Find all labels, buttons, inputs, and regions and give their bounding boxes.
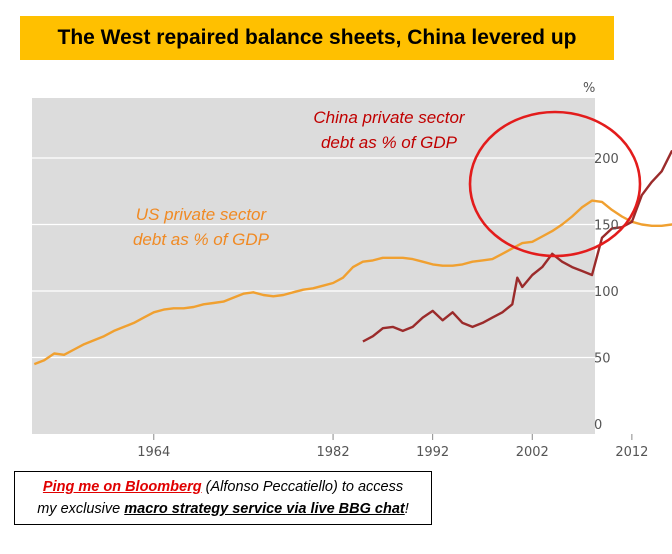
x-tick-label: 1982 xyxy=(317,445,350,460)
china-series-label: China private sector xyxy=(313,108,466,127)
grid-lines xyxy=(32,157,595,359)
series-labels: US private sector debt as % of GDP China p… xyxy=(133,108,466,249)
footer-text-1: (Alfonso Peccatiello) to access xyxy=(201,479,404,495)
us-series-label: US private sector xyxy=(136,205,268,224)
china-debt-line xyxy=(362,149,672,343)
y-tick-label: 100 xyxy=(594,285,619,300)
x-tick-label: 1964 xyxy=(137,445,170,460)
x-tick-label: 2012 xyxy=(615,445,648,460)
bloomberg-link[interactable]: Ping me on Bloomberg xyxy=(42,479,202,495)
y-tick-label: 50 xyxy=(594,352,611,367)
plot-background xyxy=(32,98,595,434)
china-series-label: debt as % of GDP xyxy=(321,133,458,152)
y-unit-label: % xyxy=(583,81,595,96)
y-tick-label: 0 xyxy=(594,418,602,433)
x-tick-label: 2002 xyxy=(516,445,549,460)
chart-title: The West repaired balance sheets, China … xyxy=(57,26,577,49)
footer-bold-text: macro strategy service via live BBG chat xyxy=(124,501,405,517)
footer-callout: Ping me on Bloomberg (Alfonso Peccatiell… xyxy=(14,471,432,525)
footer-text-2b: ! xyxy=(404,501,409,517)
series-lines xyxy=(33,110,672,366)
us-series-label: debt as % of GDP xyxy=(133,230,270,249)
y-tick-label: 150 xyxy=(594,219,619,234)
y-tick-label: 200 xyxy=(594,152,619,167)
x-tick-label: 1992 xyxy=(416,445,449,460)
footer-text-2a: my exclusive xyxy=(37,501,125,517)
highlight-circle xyxy=(468,110,642,258)
title-banner: The West repaired balance sheets, China … xyxy=(20,16,614,60)
